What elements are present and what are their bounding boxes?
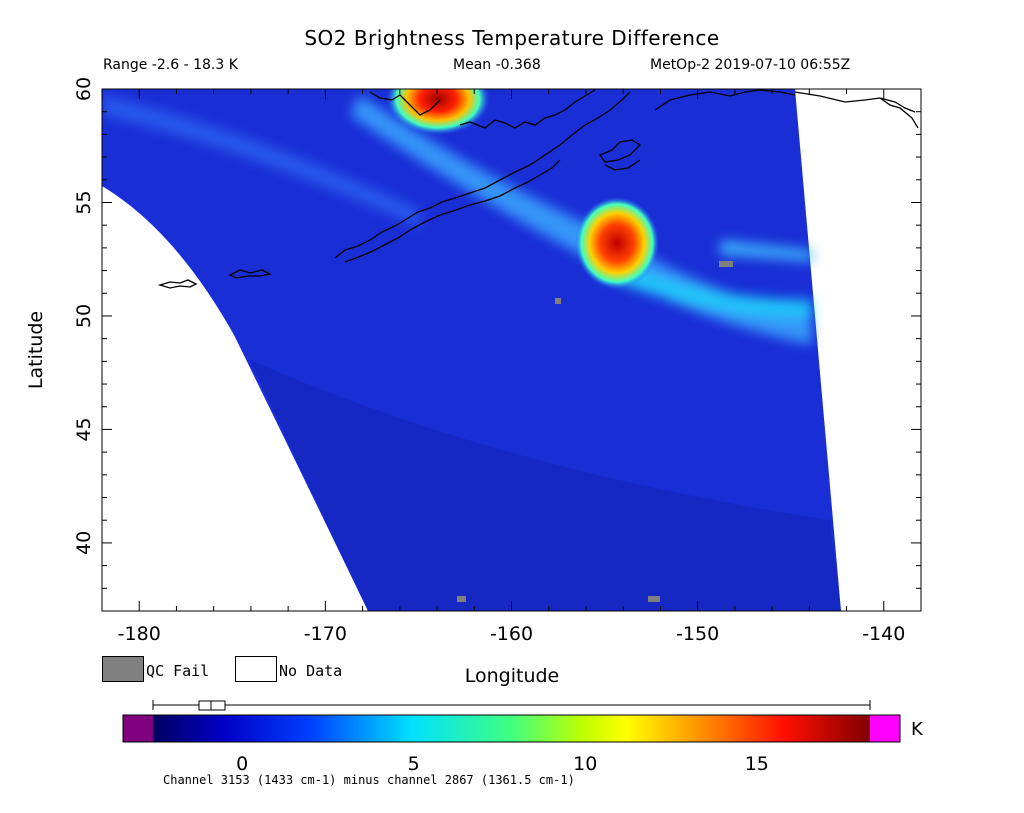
no-data-swatch <box>235 656 277 682</box>
plume-hotspot <box>575 197 659 289</box>
range-text: Range -2.6 - 18.3 K <box>103 57 238 73</box>
x-tick-label: -170 <box>304 623 347 645</box>
mean-text: Mean -0.368 <box>453 57 541 73</box>
colorbar-tick-label: 10 <box>573 753 597 775</box>
qc-fail-pixel <box>648 596 660 602</box>
data-field <box>102 89 919 611</box>
y-tick-label: 40 <box>73 531 95 555</box>
plume-streak <box>350 95 812 345</box>
coastline <box>598 139 642 163</box>
y-axis-label: Latitude <box>25 310 47 390</box>
y-tick-label: 45 <box>73 417 95 441</box>
qc-fail-pixel <box>719 261 733 267</box>
colorbar <box>122 700 901 743</box>
colorbar-unit: K <box>911 719 923 740</box>
coastline <box>604 159 641 171</box>
coastline <box>654 89 796 111</box>
x-tick-label: -180 <box>118 623 161 645</box>
colorbar-tick-label: 0 <box>236 753 248 775</box>
footnote: Channel 3153 (1433 cm-1) minus channel 2… <box>163 773 575 787</box>
x-axis-label: Longitude <box>464 665 560 687</box>
qc-fail-label: QC Fail <box>146 662 210 680</box>
swath <box>102 89 841 611</box>
source-text: MetOp-2 2019-07-10 06:55Z <box>650 57 851 73</box>
x-tick-label: -140 <box>862 623 905 645</box>
qc-fail-swatch <box>102 656 144 682</box>
colorbar-tick-label: 5 <box>408 753 420 775</box>
y-tick-label: 50 <box>73 304 95 328</box>
coastline <box>879 97 919 129</box>
coastline <box>157 279 198 289</box>
coastline <box>369 91 441 116</box>
coastline <box>344 159 561 263</box>
axis-ticks <box>101 88 922 611</box>
coastline <box>459 89 596 129</box>
qc-fail-pixel <box>457 596 466 602</box>
plume-streak <box>102 95 420 228</box>
colorbar-tick-label: 15 <box>745 753 769 775</box>
coastline <box>794 91 916 113</box>
coastlines <box>157 89 919 289</box>
axis-tick-labels: -180 -170 -160 -150 -140 40 45 50 55 60 <box>73 77 905 645</box>
qc-fail-pixel <box>555 298 561 304</box>
plume-streak <box>600 255 812 318</box>
no-data-label: No Data <box>279 662 343 680</box>
x-tick-label: -150 <box>676 623 719 645</box>
distribution-box <box>198 700 226 711</box>
plume-streak <box>720 240 812 262</box>
swath-shading <box>250 360 841 611</box>
x-tick-label: -160 <box>490 623 533 645</box>
coastline <box>334 91 631 259</box>
page-title: SO2 Brightness Temperature Difference <box>304 26 720 50</box>
colorbar-over <box>870 715 900 742</box>
y-tick-label: 55 <box>73 190 95 214</box>
coastline <box>228 269 272 279</box>
colorbar-body <box>153 715 870 742</box>
colorbar-tick-labels: 0 5 10 15 <box>236 753 769 775</box>
colorbar-under <box>123 715 153 742</box>
y-tick-label: 60 <box>73 77 95 101</box>
